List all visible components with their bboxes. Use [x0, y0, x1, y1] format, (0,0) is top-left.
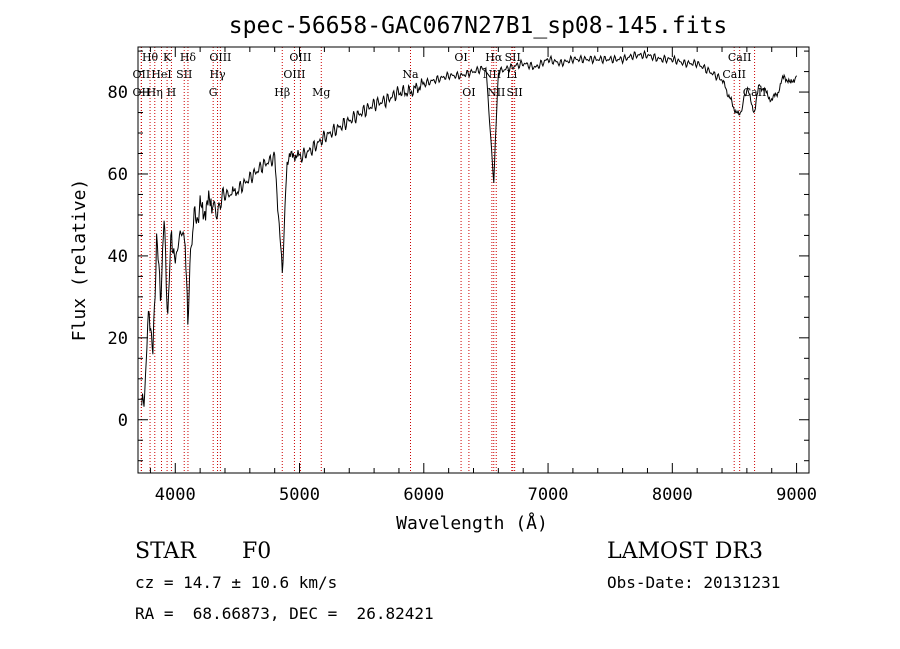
object-subclass: F0 [242, 539, 272, 564]
line-label-14: OIII [283, 68, 305, 81]
y-axis: 0 20 40 60 80 [108, 50, 809, 462]
line-label-5: Hη [147, 86, 163, 99]
spectrum-line [141, 49, 798, 407]
spectral-line-markers [140, 47, 756, 473]
line-label-23: NII [487, 86, 505, 99]
line-label-25: CaII [728, 51, 752, 64]
line-label-26: CaII [722, 68, 746, 81]
x-axis-label: Wavelength (Å) [396, 512, 548, 534]
line-label-9: OIII [209, 51, 231, 64]
x-tick-label-8000: 8000 [652, 485, 693, 505]
line-label-6: Hδ [180, 51, 197, 64]
line-label-13: OIII [289, 51, 311, 64]
line-label-8: H [167, 86, 177, 99]
line-label-19: Hα [485, 51, 503, 64]
x-tick-label-7000: 7000 [528, 485, 569, 505]
coordinates: RA = 68.66873, DEC = 26.82421 [135, 604, 434, 623]
x-axis: 4000 5000 6000 7000 8000 9000 [149, 47, 817, 505]
y-tick-label-0: 0 [118, 411, 128, 431]
survey-name: LAMOST DR3 [607, 539, 763, 564]
line-label-0: Hθ [142, 51, 159, 64]
chart-title: spec-56658-GAC067N27B1_sp08-145.fits [229, 13, 728, 39]
line-label-12: Hβ [274, 86, 290, 99]
y-tick-label-20: 20 [108, 329, 128, 349]
x-tick-label-6000: 6000 [403, 485, 444, 505]
plot-frame [137, 46, 810, 474]
line-label-10: Hγ [209, 68, 226, 81]
line-label-16: Na [402, 68, 419, 81]
line-label-15: Mg [312, 86, 330, 99]
line-label-24: SII [507, 86, 523, 99]
redshift-value: cz = 14.7 ± 10.6 km/s [135, 573, 338, 592]
line-label-11: G [209, 86, 218, 99]
observation-date: Obs-Date: 20131231 [607, 573, 781, 592]
object-class: STAR [135, 539, 196, 564]
line-label-22: Li [506, 68, 517, 81]
line-label-21: NII [483, 68, 501, 81]
x-tick-label-5000: 5000 [279, 485, 320, 505]
y-tick-label-40: 40 [108, 247, 128, 267]
line-label-18: OI [462, 86, 475, 99]
y-tick-label-60: 60 [108, 165, 128, 185]
y-tick-label-80: 80 [108, 83, 128, 103]
line-label-27: CaII [743, 86, 767, 99]
line-label-3: HeI [151, 68, 171, 81]
x-tick-label-9000: 9000 [776, 485, 817, 505]
line-label-1: OII [132, 68, 150, 81]
y-axis-label: Flux (relative) [69, 179, 90, 342]
line-label-17: OI [454, 51, 467, 64]
x-tick-label-4000: 4000 [155, 485, 196, 505]
line-label-7: SII [176, 68, 192, 81]
line-label-20: SII [505, 51, 521, 64]
line-label-4: K [163, 51, 172, 64]
